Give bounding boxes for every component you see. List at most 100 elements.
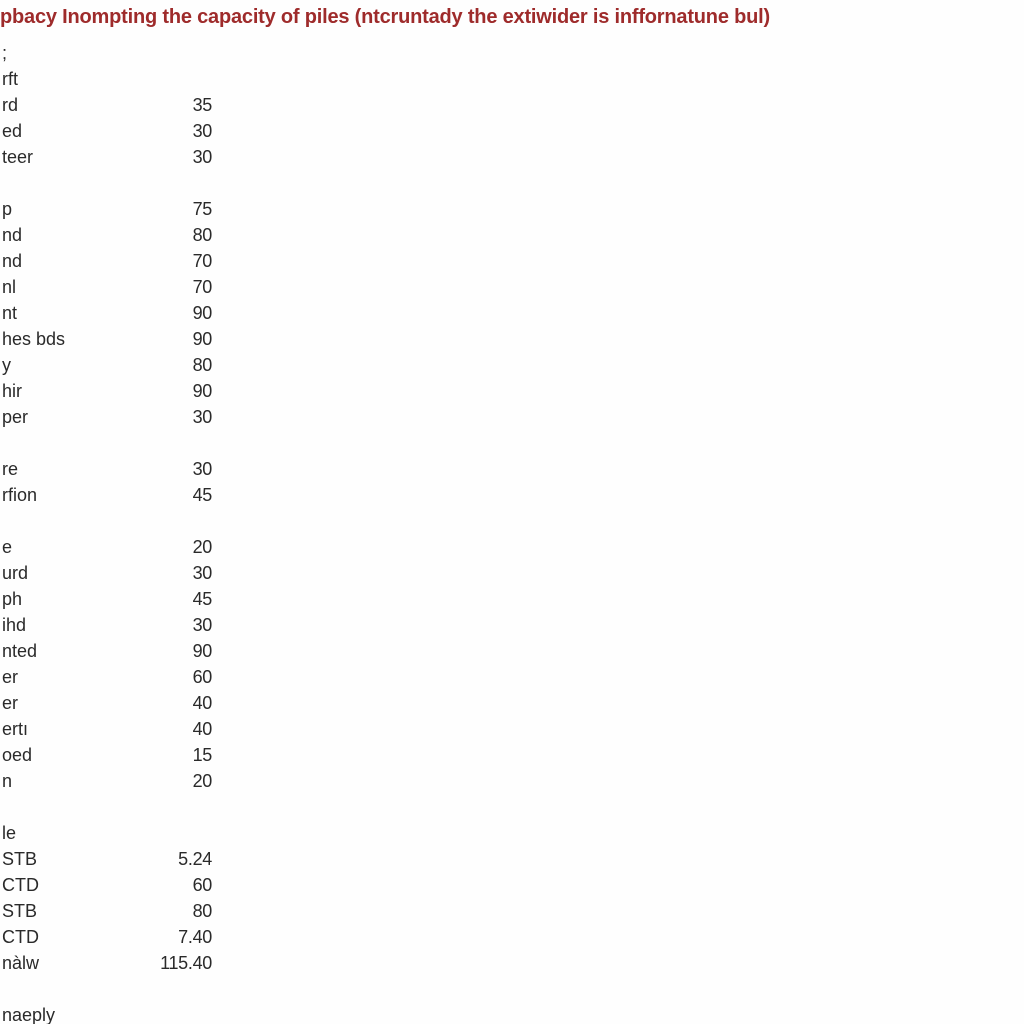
row-value: 70 bbox=[112, 274, 212, 300]
row-label: ; bbox=[0, 40, 112, 66]
table-row: er60 bbox=[0, 664, 212, 690]
row-label: nl bbox=[0, 274, 112, 300]
row-label: le bbox=[0, 820, 112, 846]
row-value: 20 bbox=[112, 768, 212, 794]
row-value: 90 bbox=[112, 326, 212, 352]
table-row: nl70 bbox=[0, 274, 212, 300]
row-value: 75 bbox=[112, 196, 212, 222]
table-row: naeply bbox=[0, 1002, 212, 1024]
table-row: re30 bbox=[0, 456, 212, 482]
row-value: 45 bbox=[112, 482, 212, 508]
table-row: nted90 bbox=[0, 638, 212, 664]
page-title: рbacy Ιnompting the capacity of piles (n… bbox=[0, 6, 770, 29]
row-label: hes bds bbox=[0, 326, 112, 352]
table-row: nd80 bbox=[0, 222, 212, 248]
row-value: 30 bbox=[112, 118, 212, 144]
row-label: nt bbox=[0, 300, 112, 326]
row-value: 90 bbox=[112, 300, 212, 326]
row-value: 40 bbox=[112, 690, 212, 716]
row-value: 30 bbox=[112, 560, 212, 586]
row-value: 70 bbox=[112, 248, 212, 274]
row-value: 115.40 bbox=[112, 950, 212, 976]
row-label: ertı bbox=[0, 716, 112, 742]
row-value: 90 bbox=[112, 378, 212, 404]
table-row: hir90 bbox=[0, 378, 212, 404]
row-label: CTD bbox=[0, 872, 112, 898]
row-label: er bbox=[0, 664, 112, 690]
table-row: р75 bbox=[0, 196, 212, 222]
table-row: urd30 bbox=[0, 560, 212, 586]
row-value: 7.40 bbox=[112, 924, 212, 950]
row-label: nd bbox=[0, 222, 112, 248]
table-row: nt90 bbox=[0, 300, 212, 326]
row-label: ph bbox=[0, 586, 112, 612]
table-row: ; bbox=[0, 40, 212, 66]
row-label: y bbox=[0, 352, 112, 378]
table-row: CTD60 bbox=[0, 872, 212, 898]
row-label: rfion bbox=[0, 482, 112, 508]
row-value: 80 bbox=[112, 222, 212, 248]
row-label: р bbox=[0, 196, 112, 222]
table-row: ertı40 bbox=[0, 716, 212, 742]
row-label: nàlw bbox=[0, 950, 112, 976]
row-value: 30 bbox=[112, 612, 212, 638]
row-label: teer bbox=[0, 144, 112, 170]
table-row: er40 bbox=[0, 690, 212, 716]
row-label: nd bbox=[0, 248, 112, 274]
table-row: CTD7.40 bbox=[0, 924, 212, 950]
row-value: 30 bbox=[112, 404, 212, 430]
row-gap bbox=[0, 508, 212, 534]
table-row: teer30 bbox=[0, 144, 212, 170]
row-label: rd bbox=[0, 92, 112, 118]
data-table: ;rftrd35ed30teer30р75nd80nd70nl70nt90hes… bbox=[0, 40, 212, 1024]
row-label: STB bbox=[0, 898, 112, 924]
row-value: 90 bbox=[112, 638, 212, 664]
row-value: 60 bbox=[112, 664, 212, 690]
row-label: per bbox=[0, 404, 112, 430]
table-row: nd70 bbox=[0, 248, 212, 274]
table-row: y80 bbox=[0, 352, 212, 378]
row-gap bbox=[0, 794, 212, 820]
table-row: oed15 bbox=[0, 742, 212, 768]
row-value: 80 bbox=[112, 898, 212, 924]
row-value: 30 bbox=[112, 456, 212, 482]
table-row: per30 bbox=[0, 404, 212, 430]
row-value: 15 bbox=[112, 742, 212, 768]
table-row: ihd30 bbox=[0, 612, 212, 638]
row-label: rft bbox=[0, 66, 112, 92]
page: рbacy Ιnompting the capacity of piles (n… bbox=[0, 0, 1024, 1024]
row-value: 35 bbox=[112, 92, 212, 118]
table-row: nàlw115.40 bbox=[0, 950, 212, 976]
row-label: n bbox=[0, 768, 112, 794]
row-value: 45 bbox=[112, 586, 212, 612]
table-row: ed30 bbox=[0, 118, 212, 144]
row-label: e bbox=[0, 534, 112, 560]
row-label: re bbox=[0, 456, 112, 482]
row-label: ihd bbox=[0, 612, 112, 638]
row-label: STB bbox=[0, 846, 112, 872]
row-label: nted bbox=[0, 638, 112, 664]
table-row: hes bds90 bbox=[0, 326, 212, 352]
table-row: rd35 bbox=[0, 92, 212, 118]
row-label: er bbox=[0, 690, 112, 716]
table-row: ph45 bbox=[0, 586, 212, 612]
table-row: le bbox=[0, 820, 212, 846]
row-value: 60 bbox=[112, 872, 212, 898]
table-row: n20 bbox=[0, 768, 212, 794]
row-value: 5.24 bbox=[112, 846, 212, 872]
row-value: 20 bbox=[112, 534, 212, 560]
table-row: rft bbox=[0, 66, 212, 92]
table-row: STB80 bbox=[0, 898, 212, 924]
row-label: CTD bbox=[0, 924, 112, 950]
row-label: naeply bbox=[0, 1002, 112, 1024]
row-label: oed bbox=[0, 742, 112, 768]
row-gap bbox=[0, 170, 212, 196]
table-row: rfion45 bbox=[0, 482, 212, 508]
table-row: e20 bbox=[0, 534, 212, 560]
row-label: hir bbox=[0, 378, 112, 404]
row-label: ed bbox=[0, 118, 112, 144]
row-value: 40 bbox=[112, 716, 212, 742]
row-gap bbox=[0, 430, 212, 456]
row-gap bbox=[0, 976, 212, 1002]
row-value: 80 bbox=[112, 352, 212, 378]
